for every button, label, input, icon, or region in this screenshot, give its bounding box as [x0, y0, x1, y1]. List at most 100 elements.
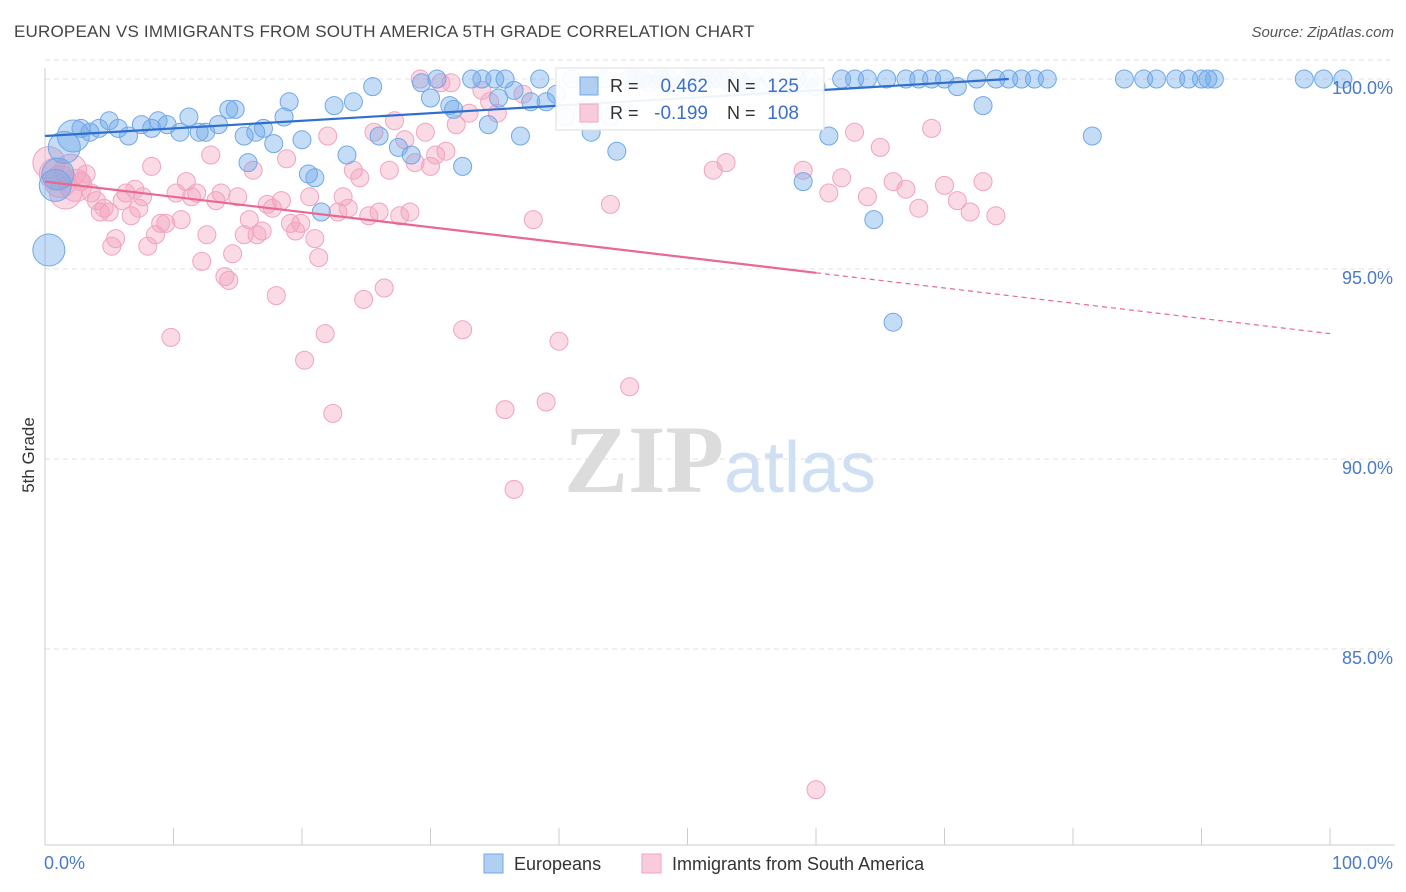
europeans-point: [857, 69, 877, 89]
europeans-point: [292, 130, 312, 150]
immigrants-point: [379, 160, 399, 180]
immigrants-point: [291, 213, 311, 233]
europeans-point: [363, 77, 383, 97]
europeans-point: [179, 107, 199, 127]
immigrants-trend-line: [44, 180, 817, 274]
europeans-point: [238, 153, 258, 173]
gridlines: [45, 59, 1390, 650]
stats-swatch: [579, 103, 599, 123]
europeans-point: [1198, 69, 1218, 89]
immigrants-point: [909, 198, 929, 218]
europeans-point: [324, 96, 344, 116]
immigrants-point: [364, 122, 384, 142]
europeans-point: [427, 69, 447, 89]
immigrants-point: [309, 248, 329, 268]
y-axis-label: 5th Grade: [19, 417, 38, 493]
immigrants-point: [315, 324, 335, 344]
immigrants-point: [94, 198, 114, 218]
immigrants-point: [266, 286, 286, 306]
immigrants-point: [793, 160, 813, 180]
europeans-point: [305, 168, 325, 188]
europeans-point: [453, 156, 473, 176]
stats-r-label: R =: [610, 103, 639, 123]
stats-n-value: 108: [767, 103, 799, 124]
europeans-point: [440, 96, 460, 116]
immigrants-point: [390, 206, 410, 226]
stats-r-value: -0.199: [654, 103, 708, 124]
europeans-point: [311, 202, 331, 222]
europeans-trend-line: [44, 77, 1009, 138]
stats-n-label: N =: [727, 103, 756, 123]
immigrants-point: [426, 145, 446, 165]
europeans-point: [444, 99, 464, 119]
immigrants-point: [239, 210, 259, 230]
immigrants-point: [277, 149, 297, 169]
immigrants-point: [973, 172, 993, 192]
legend-swatch: [483, 853, 504, 874]
immigrants-point: [947, 191, 967, 211]
chart-title: EUROPEAN VS IMMIGRANTS FROM SOUTH AMERIC…: [14, 22, 755, 41]
immigrants-point: [247, 225, 267, 245]
europeans-point: [489, 88, 509, 108]
immigrants-point: [211, 183, 231, 203]
immigrants-point: [323, 403, 343, 423]
europeans-point: [967, 69, 987, 89]
stats-r-label: R =: [610, 76, 639, 96]
europeans-point: [225, 99, 245, 119]
trend-lines: [44, 77, 1331, 335]
immigrants-point: [400, 202, 420, 222]
legend-swatch: [641, 853, 662, 874]
immigrants-point: [600, 194, 620, 214]
immigrants-point: [453, 320, 473, 340]
immigrants-point: [857, 187, 877, 207]
immigrants-point: [305, 229, 325, 249]
watermark: ZIPatlas: [564, 406, 876, 513]
europeans-point: [478, 115, 498, 135]
immigrants-point: [192, 251, 212, 271]
europeans-point: [1314, 69, 1334, 89]
immigrants-point: [354, 289, 374, 309]
immigrants-point: [151, 213, 171, 233]
x-tick-label: 0.0%: [44, 853, 85, 873]
stats-n-value: 125: [767, 76, 799, 97]
immigrants-point: [935, 175, 954, 195]
watermark-text: ZIPatlas: [564, 406, 876, 513]
immigrants-point: [121, 206, 141, 226]
immigrants-point: [333, 187, 353, 207]
immigrants-point: [495, 400, 515, 420]
immigrants-points: [32, 69, 1006, 800]
immigrants-point: [716, 153, 736, 173]
immigrants-point: [106, 229, 126, 249]
immigrants-point: [870, 137, 890, 157]
europeans-point: [1082, 126, 1102, 146]
immigrants-point: [986, 206, 1006, 226]
immigrants-point: [223, 244, 243, 264]
europeans-point: [32, 233, 66, 267]
immigrants-point: [161, 327, 181, 347]
europeans-point: [1333, 69, 1353, 89]
immigrants-point: [201, 145, 221, 165]
immigrants-point: [441, 73, 461, 93]
europeans-point: [1204, 69, 1224, 89]
immigrants-point: [549, 331, 569, 351]
europeans-point: [337, 145, 357, 165]
immigrants-point: [369, 202, 389, 222]
immigrants-point: [421, 156, 440, 176]
europeans-point: [1294, 69, 1314, 89]
immigrants-point: [219, 270, 239, 290]
immigrants-point: [374, 278, 394, 298]
stats-n-label: N =: [727, 76, 756, 96]
stats-box: R = 0.462 N = 125 R = -0.199 N = 108: [555, 67, 825, 131]
stats-r-value: 0.462: [660, 76, 708, 97]
immigrants-point: [142, 156, 162, 176]
europeans-point: [530, 69, 550, 89]
immigrants-point: [338, 198, 358, 218]
immigrants-point: [536, 392, 556, 412]
europeans-point: [234, 126, 254, 146]
immigrants-point: [819, 183, 839, 203]
immigrants-point: [171, 210, 191, 230]
europeans-point: [864, 210, 884, 230]
y-tick-label: 90.0%: [1342, 458, 1393, 478]
europeans-point: [607, 141, 627, 161]
europeans-point: [504, 80, 524, 100]
